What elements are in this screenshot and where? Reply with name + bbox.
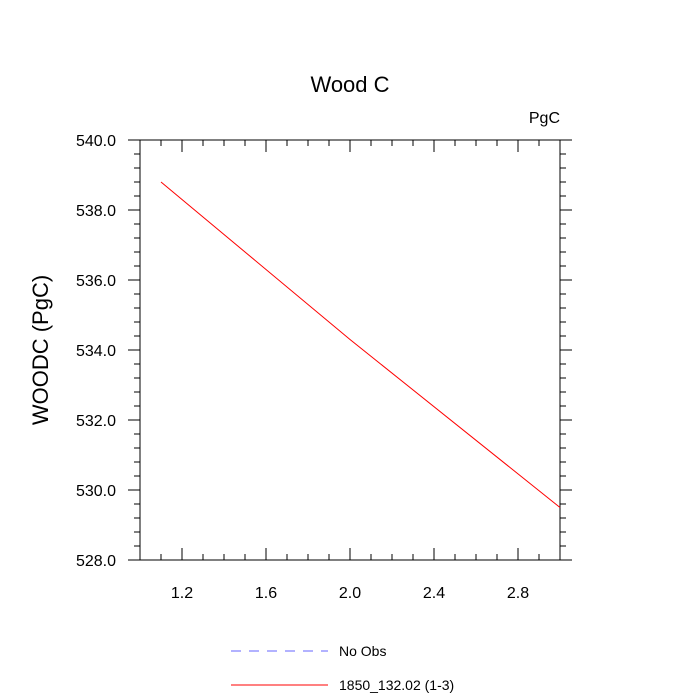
units-label: PgC bbox=[529, 110, 560, 127]
x-tick-label: 1.2 bbox=[171, 585, 193, 602]
y-tick-label: 530.0 bbox=[76, 483, 116, 500]
y-tick-label: 528.0 bbox=[76, 553, 116, 570]
plot-frame bbox=[139, 139, 561, 561]
y-axis-label: WOODC (PgC) bbox=[28, 275, 53, 425]
y-tick-label: 532.0 bbox=[76, 413, 116, 430]
x-tick-label: 1.6 bbox=[255, 585, 277, 602]
x-tick-label: 2.4 bbox=[423, 585, 445, 602]
y-tick-label: 536.0 bbox=[76, 273, 116, 290]
axis-ticks bbox=[128, 139, 572, 561]
axis-tick-labels: 1.2 1.6 2.0 2.4 2.8 528.0 530.0 532.0 534.0 536.0… bbox=[76, 133, 529, 602]
legend: No Obs 1850_132.02 (1-3) bbox=[231, 643, 454, 693]
series-line bbox=[160, 181, 561, 508]
series-lines bbox=[160, 181, 561, 508]
y-tick-label: 538.0 bbox=[76, 203, 116, 220]
y-tick-label: 534.0 bbox=[76, 343, 116, 360]
legend-label: 1850_132.02 (1-3) bbox=[339, 677, 454, 693]
y-tick-label: 540.0 bbox=[76, 133, 116, 150]
x-tick-label: 2.8 bbox=[507, 585, 529, 602]
legend-label: No Obs bbox=[339, 643, 386, 659]
chart-title: Wood C bbox=[310, 72, 389, 97]
x-tick-label: 2.0 bbox=[339, 585, 361, 602]
